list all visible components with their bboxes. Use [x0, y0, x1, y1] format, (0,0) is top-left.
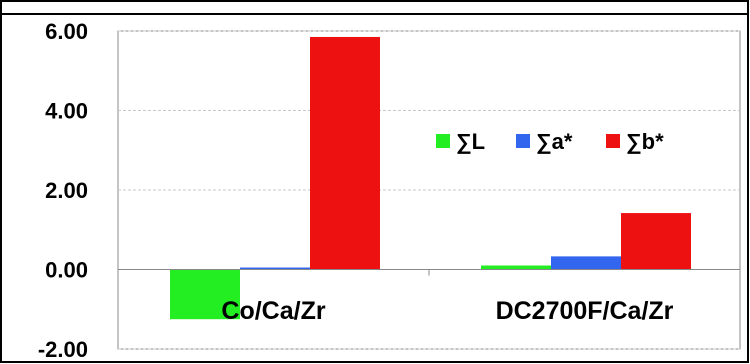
legend-label: ∑b*	[626, 129, 664, 154]
legend-swatch	[516, 134, 530, 148]
legend-label: ∑a*	[536, 129, 573, 154]
bar	[240, 267, 310, 270]
y-tick-label: 2.00	[45, 178, 88, 203]
gridlines	[118, 30, 740, 350]
y-tick-label: 4.00	[45, 99, 88, 124]
category-label: DC2700F/Ca/Zr	[496, 297, 674, 325]
y-tick-label: 0.00	[45, 258, 88, 283]
bar	[481, 265, 551, 270]
legend-label: ∑L	[456, 129, 485, 154]
bar	[310, 36, 380, 270]
legend-swatch	[606, 134, 620, 148]
category-label: Co/Ca/Zr	[221, 297, 325, 325]
category-labels: Co/Ca/Zr DC2700F/Ca/Zr	[221, 297, 673, 325]
bar	[170, 269, 240, 320]
legend: ∑L ∑a* ∑b*	[436, 129, 664, 154]
y-tick-label: 6.00	[45, 19, 88, 44]
y-axis-tick-labels: 6.00 4.00 2.00 0.00 -2.00	[38, 19, 88, 362]
bar	[621, 213, 691, 270]
bars	[170, 36, 691, 320]
y-tick-label: -2.00	[38, 337, 88, 362]
legend-swatch	[436, 134, 450, 148]
bar	[551, 256, 621, 270]
